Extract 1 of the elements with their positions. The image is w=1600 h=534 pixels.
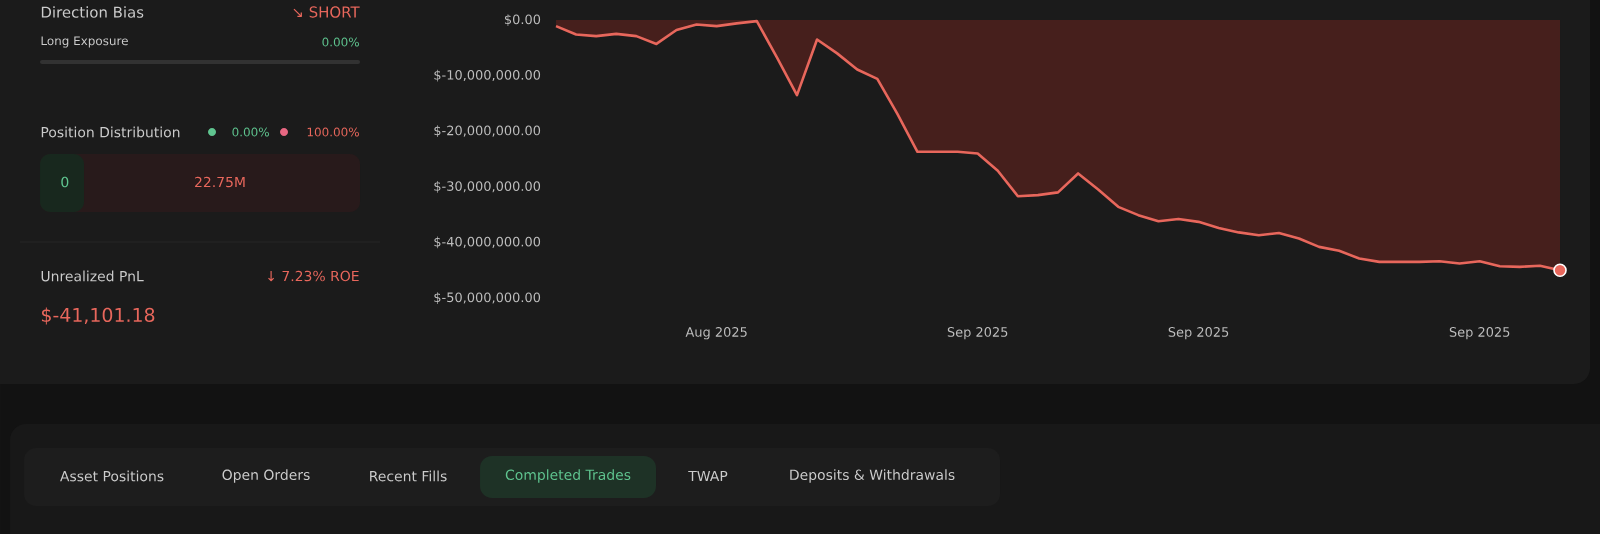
- text: $-41,101.18: [41, 307, 155, 325]
